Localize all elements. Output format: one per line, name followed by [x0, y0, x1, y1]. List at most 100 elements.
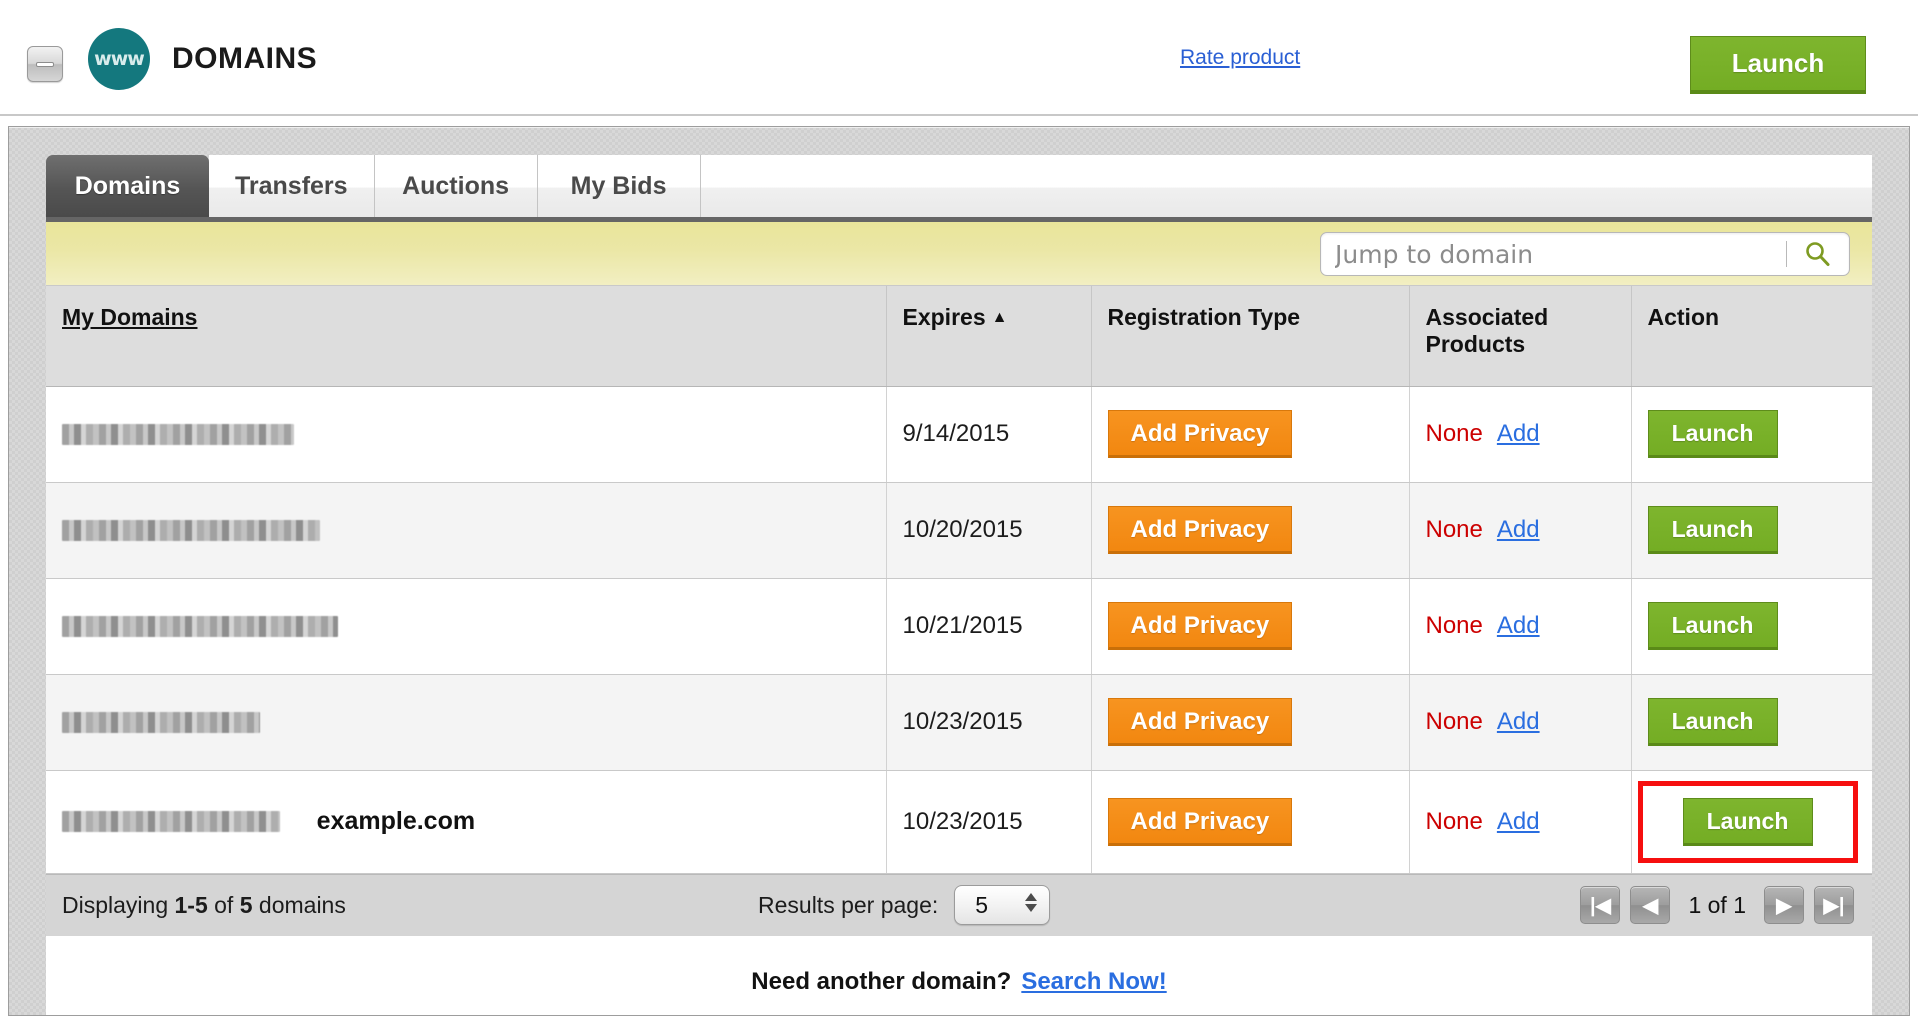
redacted-domain-name	[62, 423, 294, 445]
previous-page-button[interactable]: ◀	[1630, 886, 1671, 924]
add-associated-product-link[interactable]: Add	[1496, 807, 1540, 835]
cell-associated-products: None Add	[1409, 578, 1632, 675]
column-header-action: Action	[1631, 286, 1872, 387]
stepper-icon	[1025, 893, 1038, 912]
associated-products-value: None	[1425, 807, 1483, 835]
displaying-status: Displaying 1-5 of 5 domains	[62, 892, 346, 919]
add-associated-product-link[interactable]: Add	[1496, 612, 1540, 639]
redacted-domain-name	[62, 711, 260, 733]
cell-action: Launch	[1631, 578, 1872, 675]
page-title: DOMAINS	[172, 42, 318, 75]
launch-button[interactable]: Launch	[1647, 506, 1778, 554]
cell-registration-type: Add Privacy	[1091, 674, 1410, 771]
cell-associated-products: None Add	[1409, 674, 1632, 771]
cell-domain	[46, 578, 887, 675]
add-privacy-button[interactable]: Add Privacy	[1107, 602, 1293, 650]
displaying-suffix: domains	[252, 891, 346, 918]
cell-action: Launch	[1631, 482, 1872, 579]
displaying-mid: of	[207, 891, 240, 918]
tab-my-bids-label: My Bids	[570, 171, 667, 200]
search-band	[46, 222, 1872, 286]
displaying-range: 1-5	[174, 891, 208, 918]
table-row: 9/14/2015 Add Privacy None Add Launch	[46, 386, 1872, 483]
cell-registration-type: Add Privacy	[1091, 770, 1410, 874]
www-logo-text: www	[94, 48, 145, 70]
tab-transfers-label: Transfers	[235, 171, 348, 200]
cell-associated-products: None Add	[1409, 482, 1632, 579]
displaying-total: 5	[239, 891, 253, 918]
associated-products-value: None	[1425, 420, 1483, 447]
table-row: 10/21/2015 Add Privacy None Add Launch	[46, 578, 1872, 675]
table-footer: Displaying 1-5 of 5 domains Results per …	[46, 873, 1872, 936]
redacted-domain-name	[62, 615, 338, 637]
column-header-expires[interactable]: Expires ▲	[886, 286, 1092, 387]
results-per-page-select[interactable]: 5	[954, 885, 1051, 925]
results-per-page-value: 5	[975, 891, 989, 918]
launch-button-highlighted[interactable]: Launch	[1682, 797, 1813, 846]
results-per-page-group: Results per page: 5	[758, 885, 1051, 925]
redacted-domain-name	[62, 519, 320, 541]
launch-button[interactable]: Launch	[1647, 602, 1778, 650]
cell-action: Launch	[1631, 674, 1872, 771]
need-another-domain-strip: Need another domain? Search Now!	[9, 949, 1909, 1015]
column-header-associated-products: Associated Products	[1409, 286, 1632, 387]
add-privacy-button[interactable]: Add Privacy	[1107, 506, 1293, 554]
last-page-button[interactable]: ▶|	[1814, 886, 1854, 924]
tab-auctions-label: Auctions	[402, 171, 510, 200]
add-associated-product-link[interactable]: Add	[1496, 516, 1540, 543]
cell-action: Launch	[1631, 770, 1872, 874]
results-per-page-label: Results per page:	[758, 891, 939, 918]
stepper-up-icon	[1025, 893, 1038, 901]
column-header-action-label: Action	[1647, 304, 1720, 330]
cell-expires: 10/23/2015	[886, 674, 1092, 771]
search-icon[interactable]	[1787, 233, 1849, 275]
tab-auctions[interactable]: Auctions	[374, 155, 538, 217]
table-row: 10/20/2015 Add Privacy None Add Launch	[46, 482, 1872, 579]
cell-domain	[46, 674, 887, 771]
table-row: example.com 10/23/2015 Add Privacy None A…	[46, 770, 1872, 874]
cell-domain	[46, 482, 887, 579]
stepper-down-icon	[1025, 904, 1038, 912]
add-associated-product-link[interactable]: Add	[1496, 420, 1540, 447]
tab-my-bids[interactable]: My Bids	[537, 155, 701, 217]
column-header-expires-label: Expires	[902, 304, 986, 330]
cell-expires: 10/21/2015	[886, 578, 1092, 675]
header-launch-button[interactable]: Launch	[1690, 36, 1866, 94]
add-associated-product-link[interactable]: Add	[1496, 708, 1540, 735]
column-header-my-domains[interactable]: My Domains	[46, 286, 887, 387]
associated-products-value: None	[1425, 612, 1483, 639]
tab-transfers[interactable]: Transfers	[209, 155, 375, 217]
associated-products-value: None	[1425, 516, 1483, 543]
column-header-my-domains-label: My Domains	[62, 304, 198, 330]
cell-expires: 10/20/2015	[886, 482, 1092, 579]
tab-domains[interactable]: Domains	[46, 155, 209, 217]
cell-associated-products: None Add	[1409, 770, 1632, 874]
cell-action: Launch	[1631, 386, 1872, 483]
displaying-prefix: Displaying	[62, 891, 175, 918]
cell-domain	[46, 386, 887, 483]
launch-button[interactable]: Launch	[1647, 410, 1778, 458]
redacted-domain-name	[62, 811, 280, 833]
collapse-panel-button[interactable]	[27, 46, 63, 82]
next-page-button[interactable]: ▶	[1764, 886, 1804, 924]
first-page-button[interactable]: |◀	[1580, 886, 1621, 924]
minus-icon	[36, 61, 54, 67]
page-indicator: 1 of 1	[1688, 891, 1746, 918]
cell-registration-type: Add Privacy	[1091, 386, 1410, 483]
search-input[interactable]	[1321, 234, 1786, 274]
column-header-registration-type: Registration Type	[1091, 286, 1410, 387]
cell-domain: example.com	[46, 770, 887, 874]
product-header: www DOMAINS Rate product Launch	[0, 0, 1918, 116]
highlight-annotation: Launch	[1637, 780, 1858, 863]
rate-product-link[interactable]: Rate product	[1180, 46, 1301, 69]
need-another-domain-text: Need another domain?	[751, 968, 1012, 995]
cell-registration-type: Add Privacy	[1091, 482, 1410, 579]
add-privacy-button[interactable]: Add Privacy	[1107, 698, 1293, 746]
column-header-registration-type-label: Registration Type	[1107, 304, 1301, 330]
jump-to-domain-search[interactable]	[1320, 232, 1850, 276]
launch-button[interactable]: Launch	[1647, 698, 1778, 746]
add-privacy-button[interactable]: Add Privacy	[1107, 410, 1293, 458]
add-privacy-button[interactable]: Add Privacy	[1107, 797, 1293, 846]
search-now-link[interactable]: Search Now!	[1021, 968, 1167, 995]
cell-expires: 10/23/2015	[886, 770, 1092, 874]
